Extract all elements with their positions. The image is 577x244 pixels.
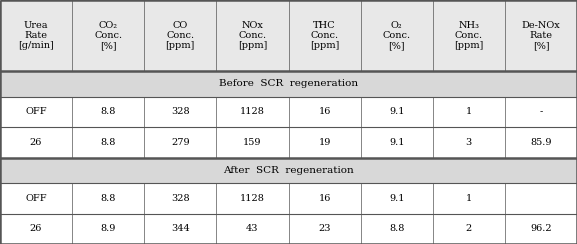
Text: After  SCR  regeneration: After SCR regeneration (223, 166, 354, 175)
Text: 1128: 1128 (240, 194, 265, 203)
Bar (0, 0, 72, 71)
Text: OFF: OFF (25, 194, 47, 203)
Text: -: - (539, 107, 542, 116)
Text: 1: 1 (466, 107, 472, 116)
Bar (433, 97, 505, 127)
Text: Before  SCR  regeneration: Before SCR regeneration (219, 79, 358, 88)
Text: 9.1: 9.1 (389, 107, 404, 116)
Bar (72, 97, 144, 127)
Text: CO₂
Conc.
[%]: CO₂ Conc. [%] (94, 21, 122, 51)
Bar (361, 127, 433, 158)
Bar (505, 183, 577, 214)
Text: 344: 344 (171, 224, 190, 233)
Bar (216, 214, 288, 244)
Text: 3: 3 (466, 138, 472, 147)
Text: 8.8: 8.8 (100, 107, 116, 116)
Bar (288, 127, 361, 158)
Bar (144, 214, 216, 244)
Text: THC
Conc.
[ppm]: THC Conc. [ppm] (310, 21, 339, 51)
Text: 279: 279 (171, 138, 190, 147)
Text: CO
Conc.
[ppm]: CO Conc. [ppm] (166, 21, 195, 51)
Text: 23: 23 (319, 224, 331, 233)
Bar (144, 183, 216, 214)
Bar (72, 0, 144, 71)
Bar (216, 0, 288, 71)
Bar (144, 127, 216, 158)
Bar (288, 0, 361, 71)
Bar (505, 127, 577, 158)
Bar (361, 0, 433, 71)
Bar (0, 158, 577, 183)
Text: NH₃
Conc.
[ppm]: NH₃ Conc. [ppm] (454, 21, 484, 51)
Text: 1: 1 (466, 194, 472, 203)
Bar (433, 183, 505, 214)
Text: NOx
Conc.
[ppm]: NOx Conc. [ppm] (238, 21, 267, 51)
Bar (72, 127, 144, 158)
Text: De-NOx
Rate
[%]: De-NOx Rate [%] (522, 21, 560, 51)
Text: 8.8: 8.8 (100, 138, 116, 147)
Bar (433, 214, 505, 244)
Bar (361, 214, 433, 244)
Bar (0, 71, 577, 97)
Bar (361, 97, 433, 127)
Bar (433, 127, 505, 158)
Text: 26: 26 (30, 224, 42, 233)
Text: OFF: OFF (25, 107, 47, 116)
Bar (216, 127, 288, 158)
Text: 19: 19 (319, 138, 331, 147)
Bar (433, 0, 505, 71)
Text: 159: 159 (243, 138, 262, 147)
Bar (505, 0, 577, 71)
Text: 26: 26 (30, 138, 42, 147)
Bar (505, 97, 577, 127)
Text: 85.9: 85.9 (530, 138, 552, 147)
Bar (216, 183, 288, 214)
Text: 8.8: 8.8 (100, 194, 116, 203)
Text: 8.9: 8.9 (100, 224, 116, 233)
Text: 9.1: 9.1 (389, 194, 404, 203)
Text: 9.1: 9.1 (389, 138, 404, 147)
Bar (288, 183, 361, 214)
Bar (0, 127, 72, 158)
Bar (288, 214, 361, 244)
Text: 16: 16 (319, 107, 331, 116)
Text: Urea
Rate
[g/min]: Urea Rate [g/min] (18, 21, 54, 51)
Text: 16: 16 (319, 194, 331, 203)
Bar (288, 97, 361, 127)
Bar (144, 97, 216, 127)
Bar (0, 214, 72, 244)
Bar (505, 214, 577, 244)
Text: 96.2: 96.2 (530, 224, 552, 233)
Bar (0, 183, 72, 214)
Bar (144, 0, 216, 71)
Bar (72, 214, 144, 244)
Bar (216, 97, 288, 127)
Text: 2: 2 (466, 224, 472, 233)
Text: O₂
Conc.
[%]: O₂ Conc. [%] (383, 21, 411, 51)
Text: 328: 328 (171, 107, 190, 116)
Text: 43: 43 (246, 224, 258, 233)
Bar (72, 183, 144, 214)
Text: 1128: 1128 (240, 107, 265, 116)
Text: 328: 328 (171, 194, 190, 203)
Bar (361, 183, 433, 214)
Bar (0, 97, 72, 127)
Text: 8.8: 8.8 (389, 224, 404, 233)
